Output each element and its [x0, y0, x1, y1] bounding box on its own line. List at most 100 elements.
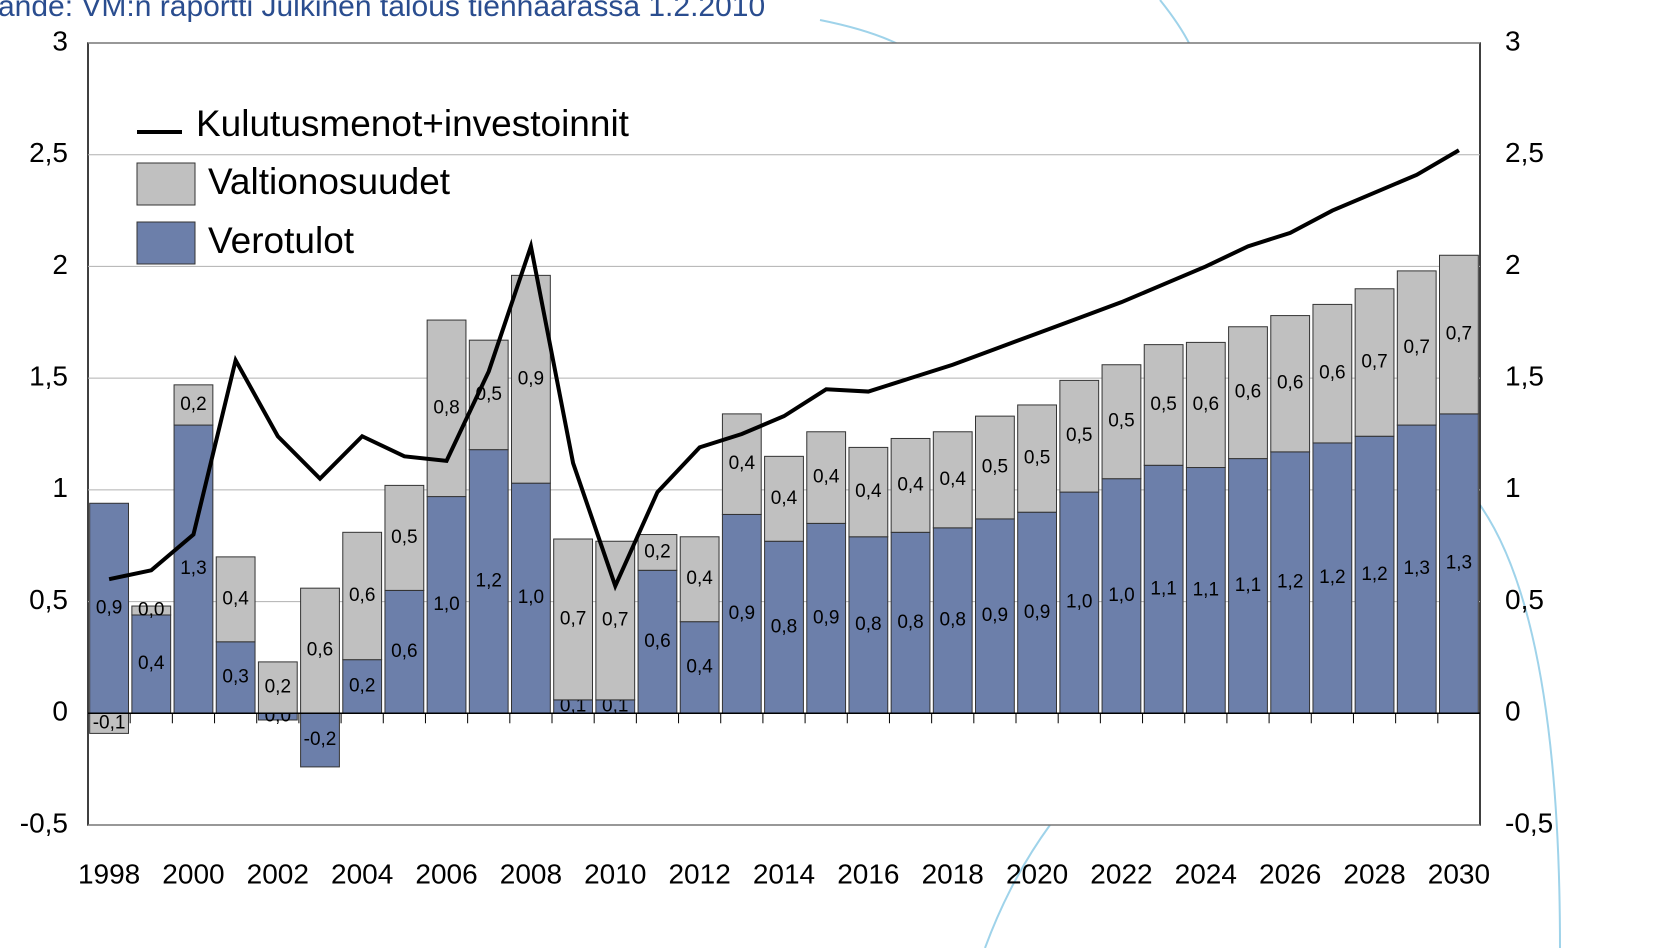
- bar: [1228, 458, 1268, 714]
- x-tick-label: 2026: [1259, 858, 1321, 889]
- data-label: 0,8: [771, 616, 797, 637]
- data-label: 1,3: [180, 558, 206, 579]
- chart-title: ande: VM:n raportti Julkinen talous tien…: [0, 0, 765, 23]
- x-tick-label: 2010: [584, 858, 646, 889]
- data-label: 0,6: [1235, 382, 1261, 403]
- data-label: 0,2: [644, 541, 670, 562]
- bar: [721, 513, 762, 714]
- bar: [1270, 451, 1311, 714]
- data-label: 1,0: [518, 587, 544, 608]
- data-label: 0,7: [1361, 352, 1387, 373]
- data-label: 0,1: [560, 696, 586, 717]
- data-label: 0,2: [349, 675, 375, 696]
- bar: [1228, 326, 1268, 460]
- data-label: -0,1: [93, 712, 126, 733]
- data-label: 0,6: [1319, 363, 1345, 384]
- data-label: 0,4: [138, 653, 165, 674]
- y2-tick-label: 2: [1505, 249, 1521, 280]
- data-label: 0,5: [982, 457, 1008, 478]
- data-label: 1,2: [476, 570, 502, 591]
- data-label: 1,0: [1108, 585, 1134, 606]
- bar: [215, 556, 256, 643]
- bar: [890, 437, 931, 533]
- bar: [764, 455, 804, 542]
- data-label: 1,0: [1066, 592, 1092, 613]
- bar: [1396, 424, 1437, 714]
- bar: [553, 538, 593, 701]
- bar: [131, 605, 172, 616]
- y-tick-label: 3: [52, 25, 68, 56]
- x-tick-label: 2008: [500, 858, 562, 889]
- data-label: 0,9: [518, 368, 544, 389]
- bar: [1143, 344, 1184, 466]
- y2-tick-label: 1,5: [1505, 361, 1544, 392]
- bar: [1396, 270, 1437, 426]
- data-label: 0,2: [265, 677, 291, 698]
- data-label: 0,6: [307, 640, 333, 661]
- data-label: 0,8: [940, 610, 966, 631]
- y2-tick-label: -0,5: [1505, 807, 1553, 838]
- x-tick-label: 2006: [415, 858, 477, 889]
- bar: [384, 589, 425, 714]
- data-label: 0,8: [897, 612, 923, 633]
- data-label: 0,4: [771, 488, 798, 509]
- y-tick-label: -0,5: [20, 807, 68, 838]
- data-label: 0,4: [686, 656, 713, 677]
- data-label: 0,9: [982, 605, 1008, 626]
- bar: [257, 661, 298, 714]
- data-label: 0,5: [1108, 411, 1134, 432]
- bar: [173, 384, 214, 426]
- data-label: 0,9: [1024, 602, 1050, 623]
- bar: [1439, 254, 1479, 415]
- data-label: 0,9: [96, 597, 122, 618]
- x-tick-label: 2030: [1428, 858, 1490, 889]
- data-label: 0,3: [222, 667, 248, 688]
- bar: [1312, 303, 1353, 444]
- bar: [384, 484, 425, 591]
- bar: [426, 319, 467, 498]
- y-tick-label: 0,5: [29, 584, 68, 615]
- bar: [1101, 364, 1142, 480]
- data-label: 0,7: [602, 610, 628, 631]
- bar: [1185, 467, 1226, 714]
- bar: [1270, 315, 1311, 453]
- data-label: 0,8: [855, 614, 881, 635]
- data-label: 1,1: [1150, 578, 1176, 599]
- data-label: 0,6: [391, 641, 417, 662]
- bar: [848, 536, 889, 714]
- legend-swatch: [136, 221, 196, 265]
- data-label: 1,3: [1446, 553, 1472, 574]
- data-label: 0,4: [940, 469, 967, 490]
- data-label: 0,5: [1066, 425, 1092, 446]
- data-label: 0,6: [1193, 394, 1219, 415]
- y2-tick-label: 2,5: [1505, 137, 1544, 168]
- bar: [1017, 511, 1057, 714]
- bar: [1354, 288, 1395, 437]
- bar: [89, 502, 129, 714]
- data-label: 0,2: [180, 394, 206, 415]
- bar: [468, 449, 509, 714]
- data-label: 0,9: [729, 603, 755, 624]
- bar: [1312, 442, 1353, 714]
- x-tick-label: 2000: [162, 858, 224, 889]
- data-label: 0,9: [813, 607, 839, 628]
- data-label: 0,5: [1024, 448, 1050, 469]
- y-tick-label: 2,5: [29, 137, 68, 168]
- data-label: 0,7: [1404, 337, 1430, 358]
- data-label: 0,4: [729, 453, 756, 474]
- bar: [679, 536, 720, 623]
- bar: [890, 531, 931, 714]
- bar: [1185, 341, 1226, 469]
- legend-label: Kulutusmenot+investoinnit: [196, 103, 630, 144]
- data-label: 0,1: [602, 696, 628, 717]
- data-label: 1,0: [433, 594, 459, 615]
- x-tick-label: 1998: [78, 858, 140, 889]
- bar: [764, 540, 804, 714]
- legend-label: Verotulot: [208, 220, 355, 261]
- data-label: 1,3: [1404, 558, 1430, 579]
- bar: [637, 534, 678, 571]
- data-label: 0,4: [897, 474, 924, 495]
- bar: [932, 431, 973, 529]
- bar: [932, 527, 973, 714]
- data-label: -0,2: [304, 729, 337, 750]
